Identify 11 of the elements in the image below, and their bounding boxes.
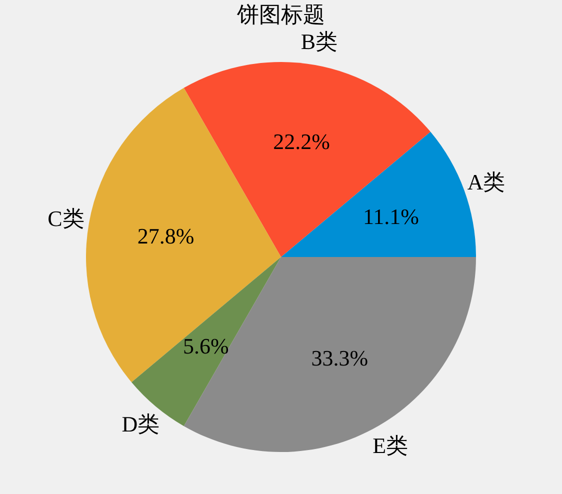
slice-label: D类 [122,411,160,436]
data-label: 27.8% [137,224,194,249]
data-label: 22.2% [273,128,330,154]
slice-label: E类 [372,433,408,458]
data-label: 33.3% [311,345,368,370]
slice-label: C类 [48,206,84,231]
slice-label: B类 [300,28,338,54]
data-label: 5.6% [182,334,229,359]
slice-label: A类 [467,169,506,194]
data-label: 11.1% [362,204,419,230]
chart-title: 饼图标题 [236,2,325,27]
